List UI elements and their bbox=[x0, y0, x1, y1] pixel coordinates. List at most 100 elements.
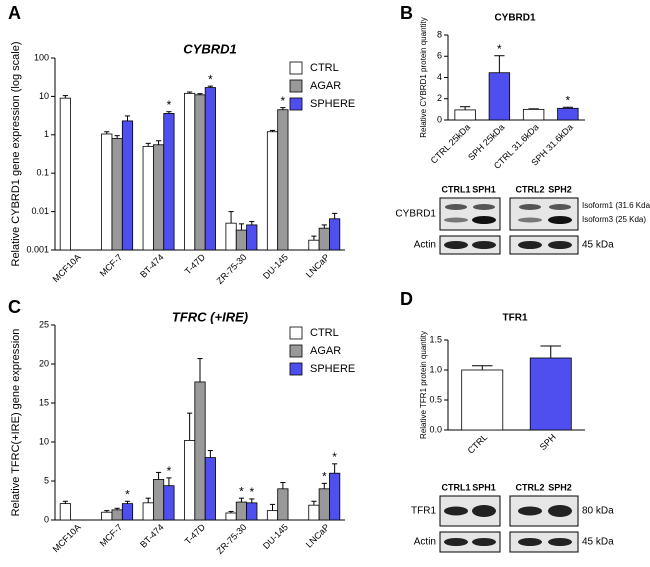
bar bbox=[59, 97, 71, 251]
legend-label: CTRL bbox=[310, 62, 339, 74]
blot-frame bbox=[509, 197, 579, 231]
x-tick-label: CTRL 25kDa bbox=[429, 122, 473, 166]
bar bbox=[194, 381, 206, 521]
y-tick-label: 15 bbox=[39, 397, 49, 407]
bar bbox=[142, 502, 154, 521]
size-label: 45 kDa bbox=[582, 537, 614, 548]
lane-label: SPH1 bbox=[472, 482, 496, 492]
y-tick-label: 0 bbox=[44, 514, 49, 524]
lane-label: SPH2 bbox=[548, 184, 572, 194]
row-label: TFR1 bbox=[411, 506, 436, 517]
x-tick-label: ZR-75-30 bbox=[215, 252, 249, 286]
legend-swatch bbox=[289, 97, 303, 111]
chart-title: CYBRD1 bbox=[494, 13, 536, 24]
legend-swatch bbox=[289, 344, 303, 358]
legend-swatch bbox=[289, 362, 303, 376]
bar bbox=[266, 131, 279, 251]
bar bbox=[318, 227, 330, 251]
significance-mark: * bbox=[208, 72, 213, 86]
significance-mark: * bbox=[167, 98, 172, 112]
bar bbox=[184, 92, 196, 251]
bar bbox=[529, 357, 572, 431]
x-tick-label: DU-145 bbox=[261, 522, 290, 551]
significance-mark: * bbox=[332, 450, 337, 464]
legend-label: AGAR bbox=[310, 345, 341, 357]
significance-mark: * bbox=[167, 464, 172, 478]
x-tick-label: BT-474 bbox=[138, 522, 166, 550]
blot-band bbox=[472, 241, 496, 249]
bar bbox=[121, 503, 134, 521]
legend-label: SPHERE bbox=[310, 98, 355, 110]
bar bbox=[308, 239, 320, 251]
legend-label: AGAR bbox=[310, 80, 341, 92]
y-tick-label: 100 bbox=[34, 52, 49, 62]
blot-band bbox=[549, 204, 571, 210]
y-tick-label: 8 bbox=[437, 29, 442, 39]
blot-band bbox=[518, 538, 542, 546]
x-tick-label: LNCaP bbox=[304, 522, 332, 550]
blot-band bbox=[518, 241, 542, 249]
size-label: 45 kDa bbox=[582, 240, 614, 251]
blot-frame bbox=[509, 531, 579, 553]
bar bbox=[163, 485, 175, 521]
panel-letter: C bbox=[8, 297, 21, 317]
bar bbox=[454, 109, 476, 121]
blot-band bbox=[548, 216, 572, 224]
lane-label: CTRL1 bbox=[442, 482, 471, 492]
y-axis-label: Relative TFR1 protein quantity bbox=[419, 331, 428, 439]
bar bbox=[204, 457, 216, 521]
bar bbox=[101, 511, 113, 521]
blot-band bbox=[444, 506, 468, 516]
y-tick-label: 0.01 bbox=[31, 206, 49, 216]
bar bbox=[318, 488, 330, 521]
y-tick-label: 5 bbox=[44, 475, 49, 485]
blot-band bbox=[548, 538, 572, 546]
legend-label: SPHERE bbox=[310, 363, 355, 375]
row-label: Actin bbox=[414, 537, 436, 548]
x-tick-label: DU-145 bbox=[261, 252, 290, 281]
bar bbox=[266, 510, 279, 521]
bar bbox=[225, 222, 237, 251]
blot-frame bbox=[439, 235, 501, 255]
y-axis-label: Relative CYBRD1 gene expression (log sca… bbox=[10, 42, 22, 267]
blot-band bbox=[518, 506, 542, 516]
legend-swatch bbox=[289, 326, 303, 340]
y-tick-label: 20 bbox=[39, 358, 49, 368]
bar bbox=[488, 72, 511, 121]
x-tick-label: SPH bbox=[538, 432, 558, 452]
y-tick-label: 1.0 bbox=[429, 364, 442, 374]
lane-label: CTRL2 bbox=[516, 184, 545, 194]
bar bbox=[277, 109, 289, 251]
blot-band bbox=[473, 204, 495, 210]
significance-mark: * bbox=[125, 487, 130, 501]
chart-title: TFRC (+IRE) bbox=[172, 309, 248, 324]
bar bbox=[111, 509, 123, 521]
bar bbox=[522, 108, 545, 121]
bar bbox=[194, 94, 206, 251]
lane-label: CTRL1 bbox=[442, 184, 471, 194]
bar bbox=[235, 501, 248, 521]
bar bbox=[308, 504, 320, 521]
significance-mark: * bbox=[322, 470, 327, 484]
y-tick-label: 0.1 bbox=[36, 168, 49, 178]
y-tick-label: 2 bbox=[437, 93, 442, 103]
bar bbox=[246, 224, 258, 251]
legend-swatch bbox=[289, 61, 303, 75]
blot-frame bbox=[439, 197, 501, 231]
bar bbox=[152, 479, 165, 521]
y-axis-label: Relative TFRC(+IRE) gene expression bbox=[10, 329, 22, 517]
row-label: CYBRD1 bbox=[395, 209, 436, 220]
bar bbox=[225, 512, 237, 521]
x-tick-label: CTRL bbox=[466, 432, 490, 456]
significance-mark: * bbox=[281, 94, 286, 108]
blot-band bbox=[472, 505, 496, 517]
y-tick-label: 25 bbox=[39, 319, 49, 329]
legend-label: CTRL bbox=[310, 327, 339, 339]
significance-mark: * bbox=[249, 485, 254, 499]
bar bbox=[246, 502, 258, 521]
x-tick-label: LNCaP bbox=[304, 252, 332, 280]
blot-band bbox=[472, 216, 496, 224]
bar bbox=[329, 472, 341, 521]
bar bbox=[111, 138, 123, 251]
